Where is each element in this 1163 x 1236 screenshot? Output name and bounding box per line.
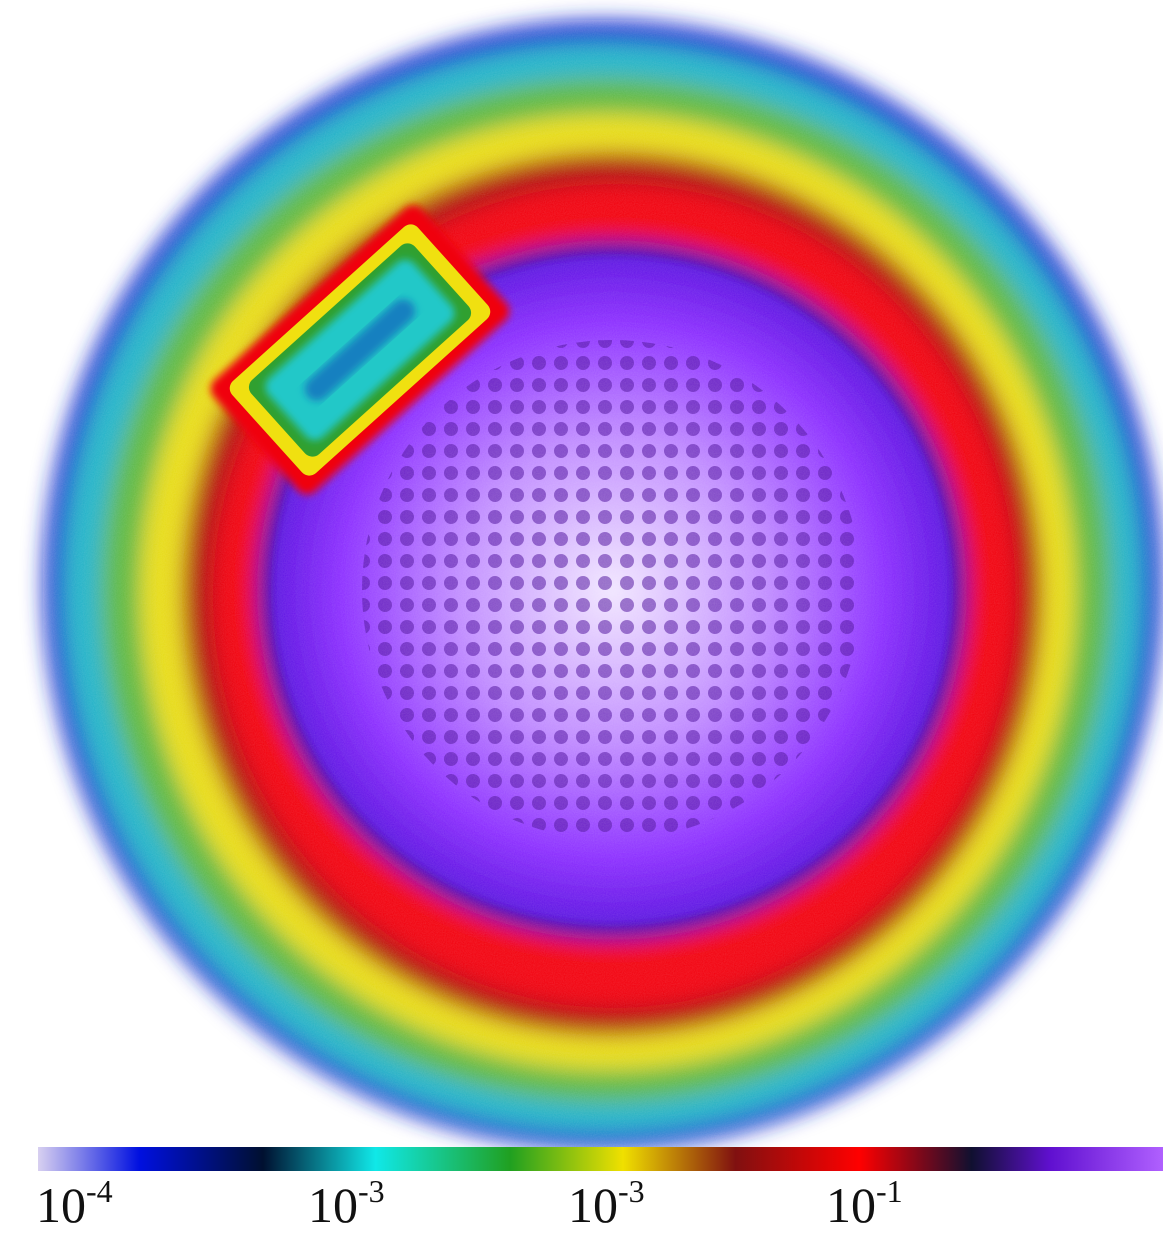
label-exponent: -1 <box>876 1173 903 1209</box>
label-exponent: -4 <box>86 1173 113 1209</box>
label-base: 10 <box>36 1177 86 1233</box>
colorbar-label: 10-4 <box>36 1173 113 1233</box>
colorbar-label: 10-1 <box>826 1173 903 1233</box>
label-base: 10 <box>568 1177 618 1233</box>
label-exponent: -3 <box>358 1173 385 1209</box>
figure: 10-410-310-310-1 <box>0 0 1163 1236</box>
density-disc <box>43 20 1163 1150</box>
colorbar-gradient <box>38 1147 1163 1171</box>
page: 10-410-310-310-1 (() => { const data = J… <box>0 0 1163 1236</box>
colorbar-label: 10-3 <box>308 1173 385 1233</box>
label-exponent: -3 <box>618 1173 645 1209</box>
label-base: 10 <box>826 1177 876 1233</box>
colorbar-label: 10-3 <box>568 1173 645 1233</box>
label-base: 10 <box>308 1177 358 1233</box>
